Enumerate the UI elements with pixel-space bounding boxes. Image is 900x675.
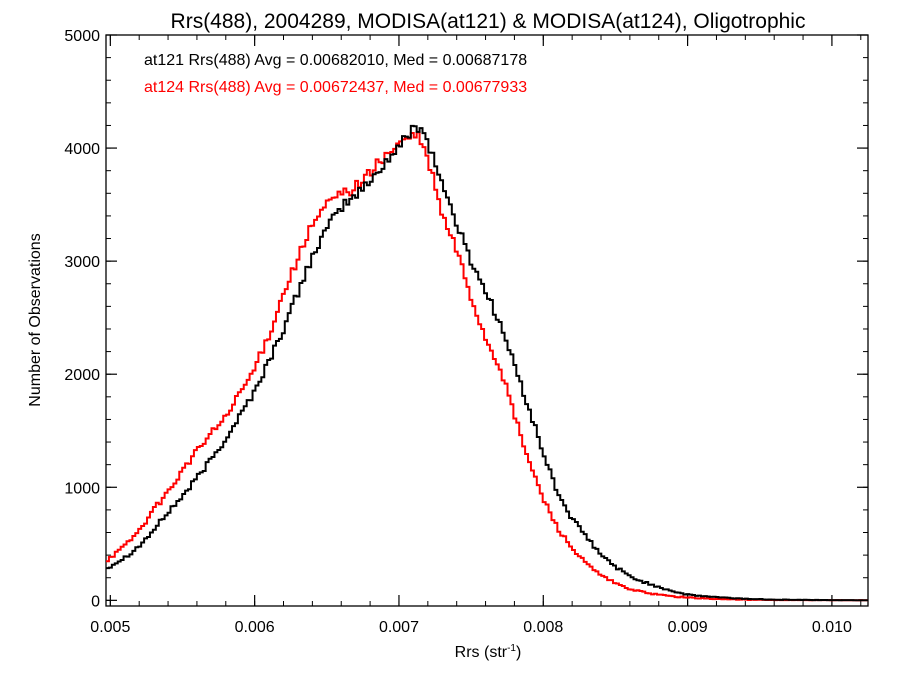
x-axis-label-superscript: -1 <box>507 643 516 654</box>
x-tick-label: 0.005 <box>90 619 130 636</box>
y-tick-label: 2000 <box>64 367 100 384</box>
y-axis: 0 1000 2000 3000 4000 5000 <box>64 28 868 610</box>
y-axis-label: Number of Observations <box>27 233 44 406</box>
x-tick-label: 0.008 <box>523 619 563 636</box>
series-line-at124 <box>106 131 868 602</box>
y-tick-label: 3000 <box>64 254 100 271</box>
y-tick-label: 5000 <box>64 28 100 45</box>
series-layer <box>106 124 868 602</box>
x-tick-label: 0.009 <box>668 619 708 636</box>
x-tick-label: 0.007 <box>379 619 419 636</box>
x-axis-label-close: ) <box>516 644 521 661</box>
x-tick-label: 0.006 <box>235 619 275 636</box>
y-tick-label: 1000 <box>64 480 100 497</box>
chart-title: Rrs(488), 2004289, MODISA(at121) & MODIS… <box>171 10 806 33</box>
y-tick-label: 0 <box>91 593 100 610</box>
series-line-at121 <box>106 124 868 602</box>
legend-entry-at121: at121 Rrs(488) Avg = 0.00682010, Med = 0… <box>144 52 527 69</box>
x-axis: 0.005 0.006 0.007 0.008 0.009 0.010 <box>90 35 862 636</box>
legend-entry-at124: at124 Rrs(488) Avg = 0.00672437, Med = 0… <box>144 79 527 96</box>
x-axis-label-main: Rrs (str <box>455 644 508 661</box>
y-tick-label: 4000 <box>64 141 100 158</box>
x-axis-label: Rrs (str-1) <box>455 643 522 661</box>
x-tick-label: 0.010 <box>812 619 852 636</box>
plot-area-frame <box>105 34 869 607</box>
